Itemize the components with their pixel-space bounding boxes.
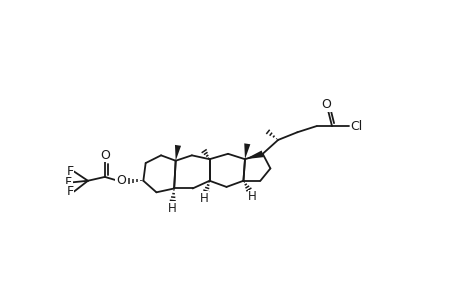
Polygon shape [174,145,181,161]
Text: F: F [67,185,73,198]
Text: F: F [67,165,73,178]
Text: Cl: Cl [350,120,362,133]
Text: H: H [167,202,176,215]
Text: H: H [199,192,208,205]
Text: O: O [116,174,126,187]
Polygon shape [244,143,250,159]
Text: O: O [100,149,110,162]
Text: F: F [65,176,72,189]
Polygon shape [245,151,263,159]
Text: H: H [248,190,257,203]
Text: O: O [321,98,331,111]
